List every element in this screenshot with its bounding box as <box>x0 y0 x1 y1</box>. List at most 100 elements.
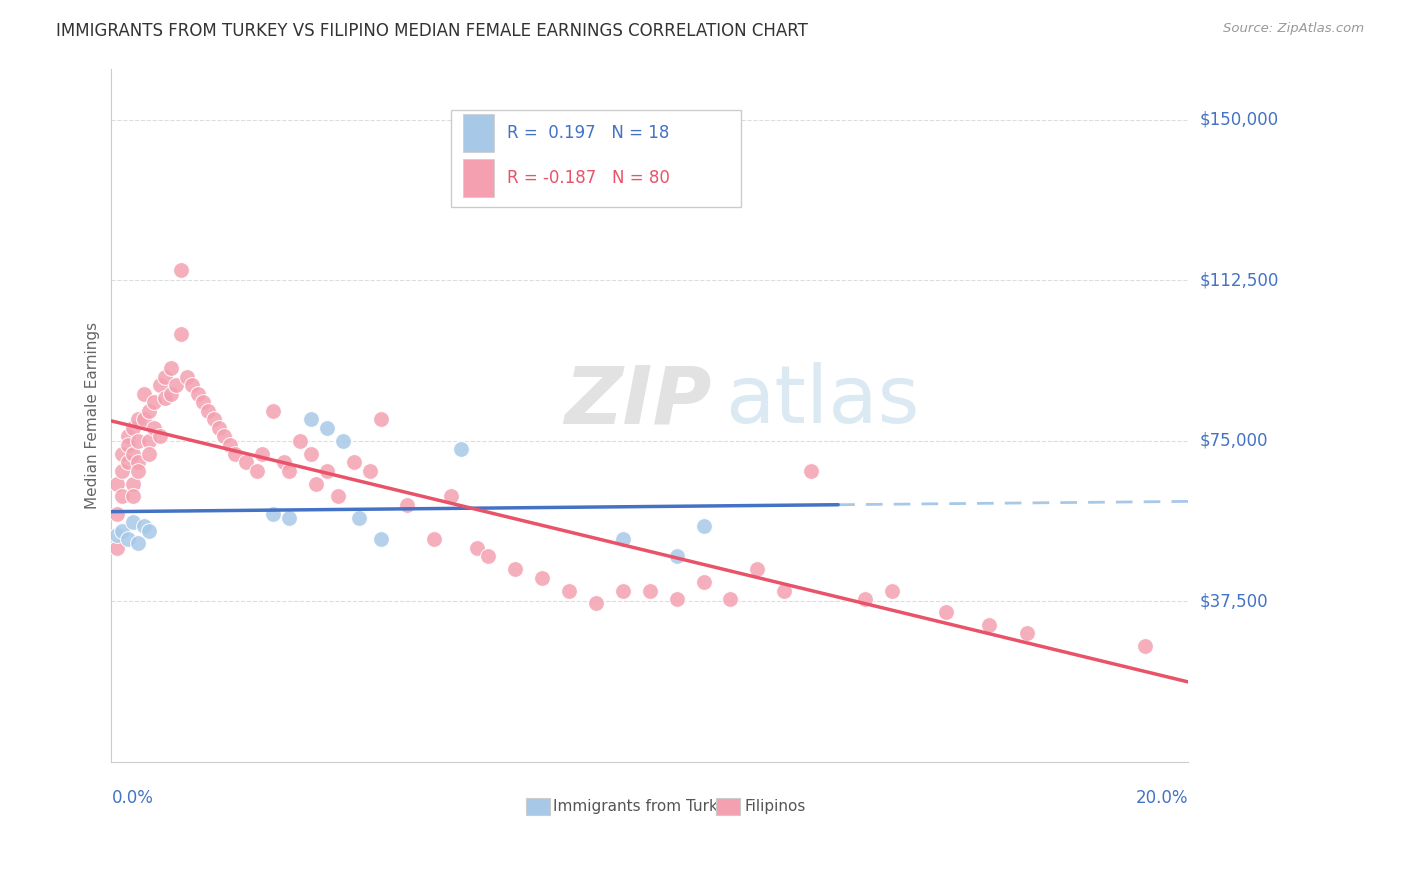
Point <box>332 434 354 448</box>
Point <box>191 395 214 409</box>
Point <box>149 378 172 392</box>
Point <box>122 447 145 461</box>
FancyBboxPatch shape <box>450 110 741 207</box>
Point <box>692 519 714 533</box>
Point <box>132 412 155 426</box>
Text: $112,500: $112,500 <box>1199 271 1278 289</box>
Point <box>250 447 273 461</box>
Point <box>186 386 208 401</box>
Point <box>278 510 301 524</box>
Point <box>224 447 246 461</box>
Point <box>208 421 231 435</box>
Point <box>299 412 322 426</box>
Point <box>612 583 634 598</box>
Point <box>1015 626 1038 640</box>
Point <box>127 434 149 448</box>
Text: R =  0.197   N = 18: R = 0.197 N = 18 <box>506 124 669 142</box>
Point <box>315 421 337 435</box>
Text: atlas: atlas <box>725 362 920 441</box>
Point <box>176 369 198 384</box>
Point <box>531 571 554 585</box>
Point <box>122 515 145 529</box>
Text: ZIP: ZIP <box>564 362 711 441</box>
Text: 0.0%: 0.0% <box>111 789 153 807</box>
Text: $37,500: $37,500 <box>1199 592 1268 610</box>
Point <box>558 583 581 598</box>
Point <box>105 528 128 542</box>
Point <box>143 395 166 409</box>
Point <box>111 524 134 538</box>
Point <box>197 404 219 418</box>
Point <box>612 532 634 546</box>
Point <box>288 434 311 448</box>
FancyBboxPatch shape <box>464 113 494 152</box>
Point <box>127 412 149 426</box>
Text: $75,000: $75,000 <box>1199 432 1268 450</box>
Point <box>138 434 160 448</box>
Point <box>132 386 155 401</box>
Point <box>665 592 688 607</box>
FancyBboxPatch shape <box>464 160 494 197</box>
Point <box>278 464 301 478</box>
Point <box>155 391 177 405</box>
Point <box>117 455 139 469</box>
Point <box>343 455 366 469</box>
Point <box>262 404 284 418</box>
Point <box>299 447 322 461</box>
Point <box>138 404 160 418</box>
Point <box>117 532 139 546</box>
Point <box>117 438 139 452</box>
Point <box>467 541 489 555</box>
Point <box>202 412 225 426</box>
Point <box>773 583 796 598</box>
Point <box>105 541 128 555</box>
Point <box>138 524 160 538</box>
Point <box>747 562 769 576</box>
Text: $150,000: $150,000 <box>1199 111 1278 128</box>
Point <box>127 455 149 469</box>
Y-axis label: Median Female Earnings: Median Female Earnings <box>86 321 100 508</box>
Point <box>585 596 607 610</box>
Point <box>935 605 957 619</box>
Point <box>170 326 193 341</box>
Point <box>132 519 155 533</box>
Point <box>326 489 349 503</box>
Point <box>214 429 236 443</box>
Point <box>692 574 714 589</box>
Point <box>638 583 661 598</box>
Point <box>181 378 204 392</box>
Point <box>127 536 149 550</box>
Point <box>305 476 328 491</box>
Point <box>127 464 149 478</box>
Text: Source: ZipAtlas.com: Source: ZipAtlas.com <box>1223 22 1364 36</box>
FancyBboxPatch shape <box>717 797 740 815</box>
Text: Filipinos: Filipinos <box>744 799 806 814</box>
Point <box>111 447 134 461</box>
Point <box>170 262 193 277</box>
Point <box>359 464 381 478</box>
Point <box>111 464 134 478</box>
Point <box>155 369 177 384</box>
Point <box>315 464 337 478</box>
FancyBboxPatch shape <box>526 797 550 815</box>
Point <box>347 510 370 524</box>
Point <box>853 592 876 607</box>
Point <box>138 447 160 461</box>
Point <box>218 438 240 452</box>
Text: IMMIGRANTS FROM TURKEY VS FILIPINO MEDIAN FEMALE EARNINGS CORRELATION CHART: IMMIGRANTS FROM TURKEY VS FILIPINO MEDIA… <box>56 22 808 40</box>
Text: 20.0%: 20.0% <box>1136 789 1188 807</box>
Point <box>122 421 145 435</box>
Point <box>122 476 145 491</box>
Point <box>105 476 128 491</box>
Point <box>665 549 688 564</box>
Point <box>720 592 742 607</box>
Point <box>396 498 419 512</box>
Point <box>423 532 446 546</box>
Point <box>149 429 172 443</box>
Point <box>273 455 295 469</box>
Point <box>262 507 284 521</box>
Point <box>117 429 139 443</box>
Point <box>111 489 134 503</box>
Point <box>165 378 187 392</box>
Point <box>370 532 392 546</box>
